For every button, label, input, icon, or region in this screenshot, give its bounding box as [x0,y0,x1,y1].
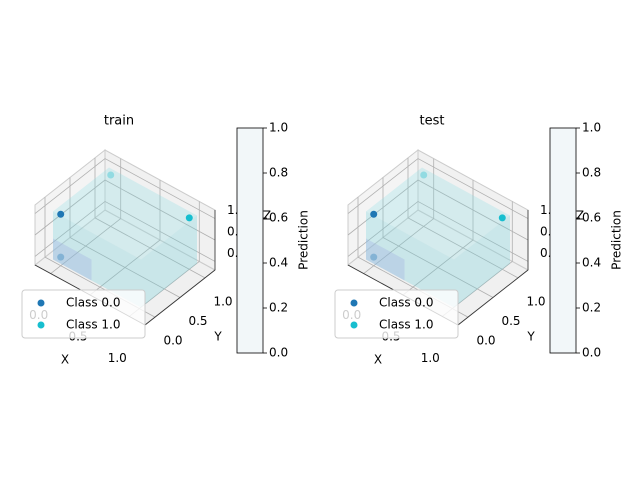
volume-top [366,167,510,260]
colorbar-tick-label: 0.4 [269,256,288,270]
grid-line [402,180,474,296]
point [57,253,65,261]
legend-marker [350,321,358,329]
grid-line [89,180,161,296]
y-axis-line [457,269,529,326]
point [370,210,378,218]
volume-corner [53,238,92,281]
y-axis-label: Y [526,330,535,344]
colorbar-tick-label: 0.6 [582,211,601,225]
colorbar-tick-label: 0.0 [582,346,601,360]
grid-line [347,158,529,219]
z-axis-label: Z [263,209,271,223]
grid-line [382,177,494,298]
y-axis-line [144,269,216,326]
y-axis-label: Y [213,330,222,344]
point [185,214,193,222]
colorbar-tick-label: 0.2 [582,301,601,315]
volume-front [366,211,454,308]
grid-line [363,158,435,274]
legend-label: Class 0.0 [379,296,433,310]
point [57,210,65,218]
legend-marker [37,321,45,329]
x-tick-label: 1.0 [421,351,440,365]
y-tick-label: 1.0 [526,294,545,308]
colorbar-tick-label: 0.4 [582,256,601,270]
legend-box [334,289,459,339]
colorbar [236,127,264,354]
legend-marker [37,299,45,307]
volume-side [141,215,197,308]
grid-line [69,177,181,298]
panel: 0.00.51.00.00.51.00.00.51.0XYZtest0.00.2… [334,114,624,367]
point [107,171,115,179]
legend-label: Class 1.0 [66,318,120,332]
chart-title: test [420,114,445,129]
colorbar-tick-label: 0.8 [269,166,288,180]
legend-marker [350,299,358,307]
volume-corner [366,238,405,281]
legend-box [21,289,146,339]
z-axis-label: Z [576,209,584,223]
y-tick-label: 0.0 [476,334,495,348]
x-tick-label: 1.0 [108,351,127,365]
x-axis-label: X [61,353,69,367]
point [370,253,378,261]
colorbar-tick-label: 0.0 [269,346,288,360]
grid-line [34,200,216,262]
grid-line [94,157,206,279]
grid-line [347,200,529,262]
grid-line [34,158,216,219]
y-tick-label: 1.0 [213,294,232,308]
colorbar-label: Prediction [297,210,311,270]
volume-top [53,167,197,260]
point [498,214,506,222]
colorbar-label: Prediction [610,210,624,270]
colorbar [549,127,577,354]
grid-line [50,158,122,274]
y-tick-label: 0.5 [188,314,207,328]
y-tick-label: 0.5 [501,314,520,328]
legend-label: Class 1.0 [379,318,433,332]
grid-line [442,201,513,317]
colorbar-tick-label: 0.8 [582,166,601,180]
chart-title: train [104,114,134,129]
panel: 0.00.51.00.00.51.00.00.51.0XYZtrain0.00.… [21,114,311,367]
volume-front [53,211,141,308]
colorbar-tick-label: 1.0 [269,121,288,135]
colorbar-tick-label: 0.2 [269,301,288,315]
volume-side [454,215,510,308]
colorbar-tick-label: 0.6 [269,211,288,225]
point [420,171,428,179]
y-tick-label: 0.0 [163,334,182,348]
x-axis-label: X [374,353,382,367]
legend-label: Class 0.0 [66,296,120,310]
grid-line [129,201,200,317]
colorbar-tick-label: 1.0 [582,121,601,135]
grid-line [407,157,519,279]
